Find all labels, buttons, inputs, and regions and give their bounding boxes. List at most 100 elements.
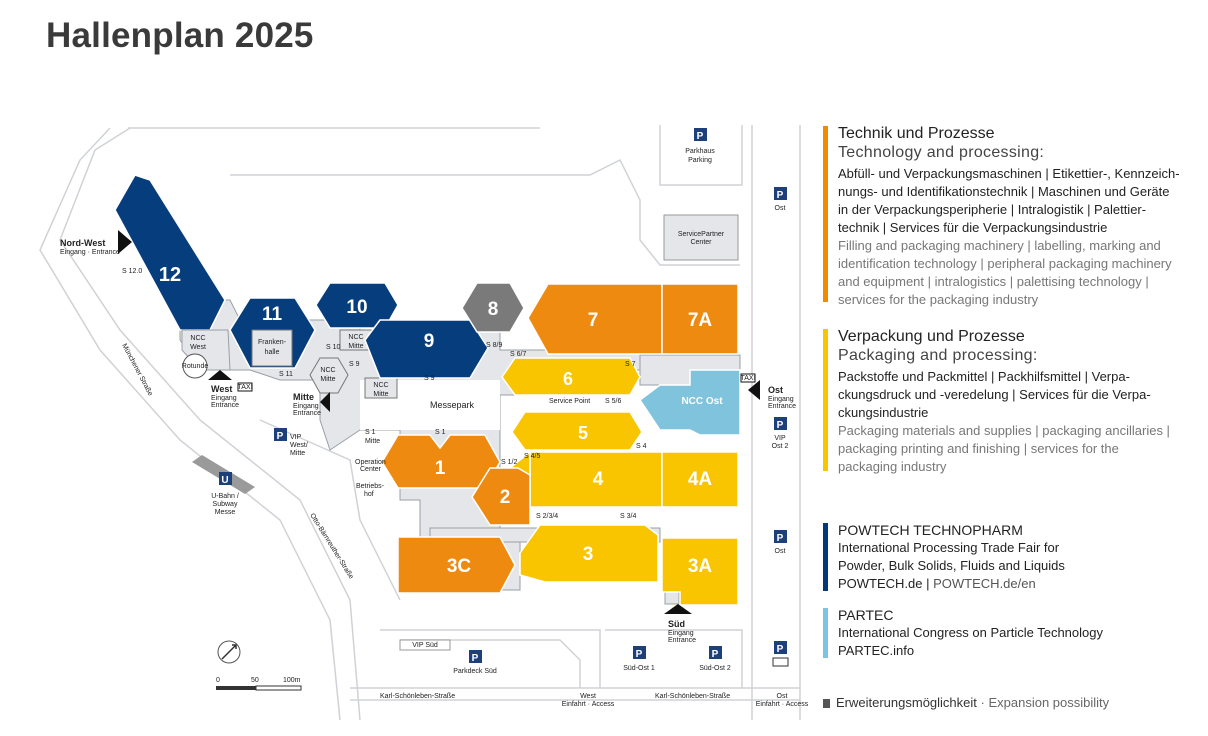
hall-2[interactable] (471, 467, 531, 526)
label-s9-b: S 9 (424, 375, 435, 382)
legend-powtech-links: POWTECH.de | POWTECH.de/en (838, 575, 1203, 593)
hall-7a[interactable] (661, 283, 739, 355)
ubahn-u: U (221, 475, 228, 486)
legend-technik-title: Technik und Prozesse (838, 125, 995, 142)
ubahn-label-3: Messe (215, 509, 236, 516)
legend-verpackung-title: Verpackung und Prozesse (838, 328, 1025, 345)
legend-powtech-line1: International Processing Trade Fair for (838, 540, 1060, 555)
frankenhalle[interactable] (251, 329, 293, 367)
entrance-nordwest-arrow[interactable] (118, 230, 132, 254)
parking-sued-ost-1[interactable]: P Süd-Ost 1 (623, 646, 655, 672)
label-ost: Ost (768, 385, 783, 395)
taxi-ost (740, 373, 756, 383)
legend-powtech-bar (823, 523, 828, 591)
parking-vip-west-label-1: VIP (290, 434, 302, 441)
entrance-west-arrow[interactable] (208, 370, 232, 380)
expansion-sep: · (976, 695, 989, 710)
parking-ost-bottom[interactable]: P (772, 641, 789, 667)
legend-technik-bar (823, 126, 828, 302)
taxi-west-label: TAXI (237, 384, 252, 391)
legend-partec-line1: International Congress on Particle Techn… (838, 625, 1103, 640)
legend-partec-name: PARTEC (838, 607, 894, 623)
hall-map: 12 NCC West Rotunde 11 Franken- halle 10… (39, 125, 809, 721)
parkhaus-p: P (697, 131, 704, 142)
hall-8[interactable] (461, 282, 525, 333)
ncc-mitte-hex[interactable] (309, 357, 349, 394)
hall-4a[interactable] (661, 451, 739, 508)
hall-12[interactable] (114, 174, 226, 331)
scale-bar: 0 50 100m (216, 677, 302, 691)
expansion-de: Erweiterungsmöglichkeit (836, 695, 977, 710)
frankenhalle-label-1: Franken- (258, 339, 287, 346)
legend-partec-bar (823, 608, 828, 658)
parking-ost-mid[interactable]: P Ost (774, 530, 787, 555)
parking-vip-west[interactable]: P VIP West/ Mitte (274, 428, 308, 457)
parking-ost-top-label: Ost (775, 205, 786, 212)
parkdeck-sued[interactable]: VIP Süd P Parkdeck Süd (399, 639, 497, 675)
parking-ost-top[interactable]: P Ost (774, 187, 787, 212)
label-s1-b: S 1 (365, 429, 376, 436)
powtech-en-link[interactable]: POWTECH.de/en (933, 576, 1036, 591)
legend-technik-en: Filling and packaging machinery | labell… (838, 237, 1203, 309)
parkdeck-sued-label: Parkdeck Süd (453, 668, 497, 675)
hall-4[interactable] (529, 451, 663, 508)
hall-10[interactable] (315, 282, 399, 329)
ncc-ost[interactable] (638, 369, 741, 436)
vip-sued-label: VIP Süd (412, 642, 438, 649)
entrance-ost-arrow[interactable] (748, 380, 760, 400)
parking-vip-west-label-2: West/ (290, 442, 308, 449)
label-service-point: Service Point (549, 398, 590, 405)
ubahn-station[interactable]: U U-Bahn / Subway Messe (192, 455, 255, 516)
bus-icon (772, 657, 789, 667)
rotunde (182, 353, 208, 379)
legend-technik-de-line: Abfüll- und Verpackungsmaschinen | Etike… (838, 166, 1180, 181)
label-west-entrance: Entrance (211, 402, 239, 409)
hall-1[interactable] (381, 434, 501, 489)
hall-3[interactable] (519, 524, 659, 583)
ost-einfahrt-label-1: Ost (777, 693, 788, 700)
legend-technik-en-line: services for the packaging industry (838, 292, 1039, 307)
parking-vip-ost-label-1: VIP (774, 435, 786, 442)
hall-5[interactable] (511, 411, 643, 451)
parking-vip-ost-p: P (777, 420, 784, 431)
servicepartner-center[interactable]: ServicePartner Center (663, 214, 739, 261)
powtech-link[interactable]: POWTECH.de (838, 576, 923, 591)
expansion-swatch (823, 699, 830, 708)
ubahn-label-2: Subway (213, 501, 238, 508)
hall-11-label: 11 (262, 304, 283, 325)
street-otto: Otto-Bärnreuther-Straße (308, 512, 354, 580)
parking-vip-ost-label-2: Ost 2 (772, 443, 789, 450)
legend-verpackung-de: Packstoffe und Packmittel | Packhilfsmit… (838, 368, 1203, 422)
hall-3c[interactable] (397, 536, 516, 594)
label-s10: S 10 (326, 344, 341, 351)
label-s9: S 9 (349, 361, 360, 368)
parking-sued-ost-2[interactable]: P Süd-Ost 2 (699, 646, 731, 672)
label-s56: S 5/6 (605, 398, 621, 405)
legend-verpackung-de-line: ckungsindustrie (838, 405, 929, 420)
hall-8-label: 8 (488, 299, 499, 320)
partec-link[interactable]: PARTEC.info (838, 643, 915, 658)
label-s4: S 4 (636, 443, 647, 450)
legend-verpackung-en-line: packaging printing and finishing | servi… (838, 441, 1119, 456)
entrance-sued-arrow[interactable] (664, 604, 692, 614)
hall-7-label: 7 (588, 310, 599, 331)
link-separator: | (922, 576, 934, 591)
hall-4-label: 4 (593, 469, 604, 490)
street-karl-west: Karl-Schönleben-Straße (380, 693, 455, 700)
parkhaus[interactable]: P Parkhaus Parking (685, 128, 715, 164)
hall-6[interactable] (501, 357, 641, 396)
legend-verpackung-de-line: ckungsdruck und -veredelung | Services f… (838, 387, 1151, 402)
hall-1-label: 1 (435, 458, 446, 479)
label-sued-eingang: Eingang (668, 630, 694, 637)
hall-2-label: 2 (500, 487, 511, 508)
taxi-ost-label: TAXI (740, 375, 755, 382)
taxi-west (237, 382, 253, 392)
parking-vip-ost[interactable]: P VIP Ost 2 (772, 417, 789, 450)
legend-verpackung-subtitle: Packaging and processing: (838, 347, 1038, 364)
hall-3a[interactable] (661, 537, 739, 606)
hall-9[interactable] (364, 319, 489, 379)
hall-6-label: 6 (563, 369, 573, 389)
ncc-mitte-hex-label-1: NCC (320, 367, 335, 374)
legend-verpackung-en: Packaging materials and supplies | packa… (838, 422, 1203, 476)
entrance-mitte-arrow[interactable] (320, 392, 330, 412)
